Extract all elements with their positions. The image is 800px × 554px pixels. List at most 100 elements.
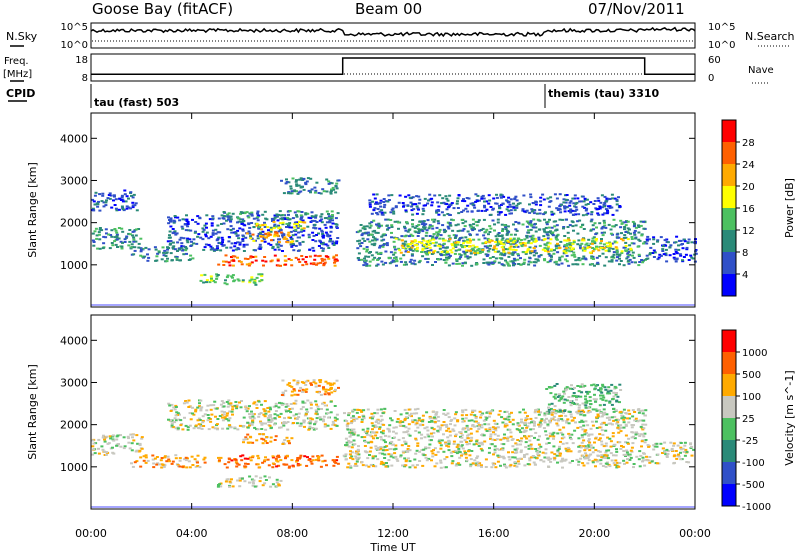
power-echo-cell xyxy=(473,246,477,249)
velocity-echo-cell xyxy=(439,447,443,450)
velocity-echo-cell xyxy=(264,428,268,431)
velocity-echo-cell xyxy=(170,462,174,465)
velocity-echo-cell xyxy=(210,413,214,416)
power-echo-cell xyxy=(222,260,225,263)
power-echo-cell xyxy=(596,212,600,215)
power-echo-cell xyxy=(578,219,582,222)
velocity-echo-cell xyxy=(436,451,440,454)
power-echo-cell xyxy=(610,242,614,245)
velocity-echo-cell xyxy=(596,450,600,453)
power-echo-cell xyxy=(295,214,298,217)
velocity-echo-cell xyxy=(485,411,489,414)
power-echo-cell xyxy=(515,206,519,209)
velocity-echo-cell xyxy=(370,412,374,415)
velocity-echo-cell xyxy=(273,423,276,426)
velocity-echo-cell xyxy=(520,421,524,424)
power-echo-cell xyxy=(365,264,369,267)
velocity-echo-cell xyxy=(248,422,252,425)
velocity-echo-cell xyxy=(638,450,642,453)
nsearch-label: N.Search xyxy=(745,30,795,43)
velocity-echo-cell xyxy=(628,412,632,415)
velocity-echo-cell xyxy=(333,424,337,427)
velocity-echo-cell xyxy=(633,411,637,413)
velocity-echo-cell xyxy=(225,418,229,421)
power-echo-cell xyxy=(375,264,379,267)
power-echo-cell xyxy=(104,201,108,204)
power-echo-cell xyxy=(622,246,626,249)
velocity-echo-cell xyxy=(369,440,373,443)
velocity-echo-cell xyxy=(499,464,502,467)
power-echo-cell xyxy=(125,205,129,208)
velocity-echo-cell xyxy=(255,403,259,406)
velocity-echo-cell xyxy=(469,413,473,416)
power-echo-cell xyxy=(277,248,281,251)
velocity-echo-cell xyxy=(480,423,484,426)
velocity-echo-cell xyxy=(582,424,586,427)
power-echo-cell xyxy=(497,232,501,234)
power-echo-cell xyxy=(590,218,594,221)
velocity-echo-cell xyxy=(196,465,200,467)
velocity-echo-cell xyxy=(234,461,238,464)
power-echo-cell xyxy=(556,209,560,211)
power-echo-cell xyxy=(565,239,569,242)
power-echo-cell xyxy=(543,258,546,261)
power-echo-cell xyxy=(212,279,216,282)
power-echo-cell xyxy=(478,251,482,254)
velocity-echo-cell xyxy=(552,410,556,413)
power-echo-cell xyxy=(524,252,528,255)
power-echo-cell xyxy=(331,242,335,245)
power-echo-cell xyxy=(184,246,188,248)
velocity-echo-cell xyxy=(588,410,592,413)
power-echo-cell xyxy=(421,230,425,233)
power-echo-cell xyxy=(500,223,504,226)
power-echo-cell xyxy=(209,279,213,282)
velocity-echo-cell xyxy=(345,441,349,444)
power-echo-cell xyxy=(105,232,108,235)
velocity-echo-cell xyxy=(638,465,642,468)
velocity-echo-cell xyxy=(209,420,213,423)
velocity-echo-cell xyxy=(511,451,515,454)
power-echo-cell xyxy=(571,247,575,250)
velocity-echo-cell xyxy=(237,463,241,466)
power-echo-cell xyxy=(186,241,190,244)
power-echo-cell xyxy=(222,215,226,217)
velocity-echo-cell xyxy=(347,414,351,417)
power-echo-cell xyxy=(161,246,165,249)
power-echo-cell xyxy=(288,218,292,221)
power-echo-cell xyxy=(432,220,436,223)
power-echo-cell xyxy=(522,194,526,197)
power-echo-cell xyxy=(386,218,390,221)
power-echo-cell xyxy=(215,273,219,276)
velocity-echo-cell xyxy=(260,437,264,440)
velocity-echo-cell xyxy=(517,462,521,465)
velocity-echo-cell xyxy=(608,401,612,404)
velocity-echo-cell xyxy=(519,449,523,452)
velocity-echo-cell xyxy=(269,427,273,430)
velocity-echo-cell xyxy=(566,450,570,453)
velocity-echo-cell xyxy=(606,457,610,460)
velocity-echo-cell xyxy=(278,415,282,418)
power-echo-cell xyxy=(301,258,305,261)
power-echo-cell xyxy=(475,200,479,203)
power-echo-cell xyxy=(129,246,133,249)
power-echo-cell xyxy=(484,242,487,244)
velocity-echo-cell xyxy=(559,398,563,401)
power-echo-cell xyxy=(497,261,501,264)
power-echo-cell xyxy=(261,230,265,233)
power-echo-cell xyxy=(584,243,588,246)
velocity-echo-cell xyxy=(627,437,631,440)
power-echo-cell xyxy=(175,232,179,235)
power-echo-cell xyxy=(585,198,589,201)
power-echo-cell xyxy=(221,238,225,241)
power-echo-cell xyxy=(593,200,597,202)
power-echo-cell xyxy=(189,229,193,232)
velocity-echo-cell xyxy=(614,409,618,412)
power-echo-cell xyxy=(421,213,425,216)
power-echo-cell xyxy=(120,247,124,250)
velocity-echo-cell xyxy=(511,445,515,448)
power-echo-cell xyxy=(436,233,440,236)
power-echo-cell xyxy=(598,255,602,258)
power-echo-cell xyxy=(549,196,553,199)
velocity-echo-cell xyxy=(422,454,426,457)
velocity-echo-cell xyxy=(131,465,135,468)
